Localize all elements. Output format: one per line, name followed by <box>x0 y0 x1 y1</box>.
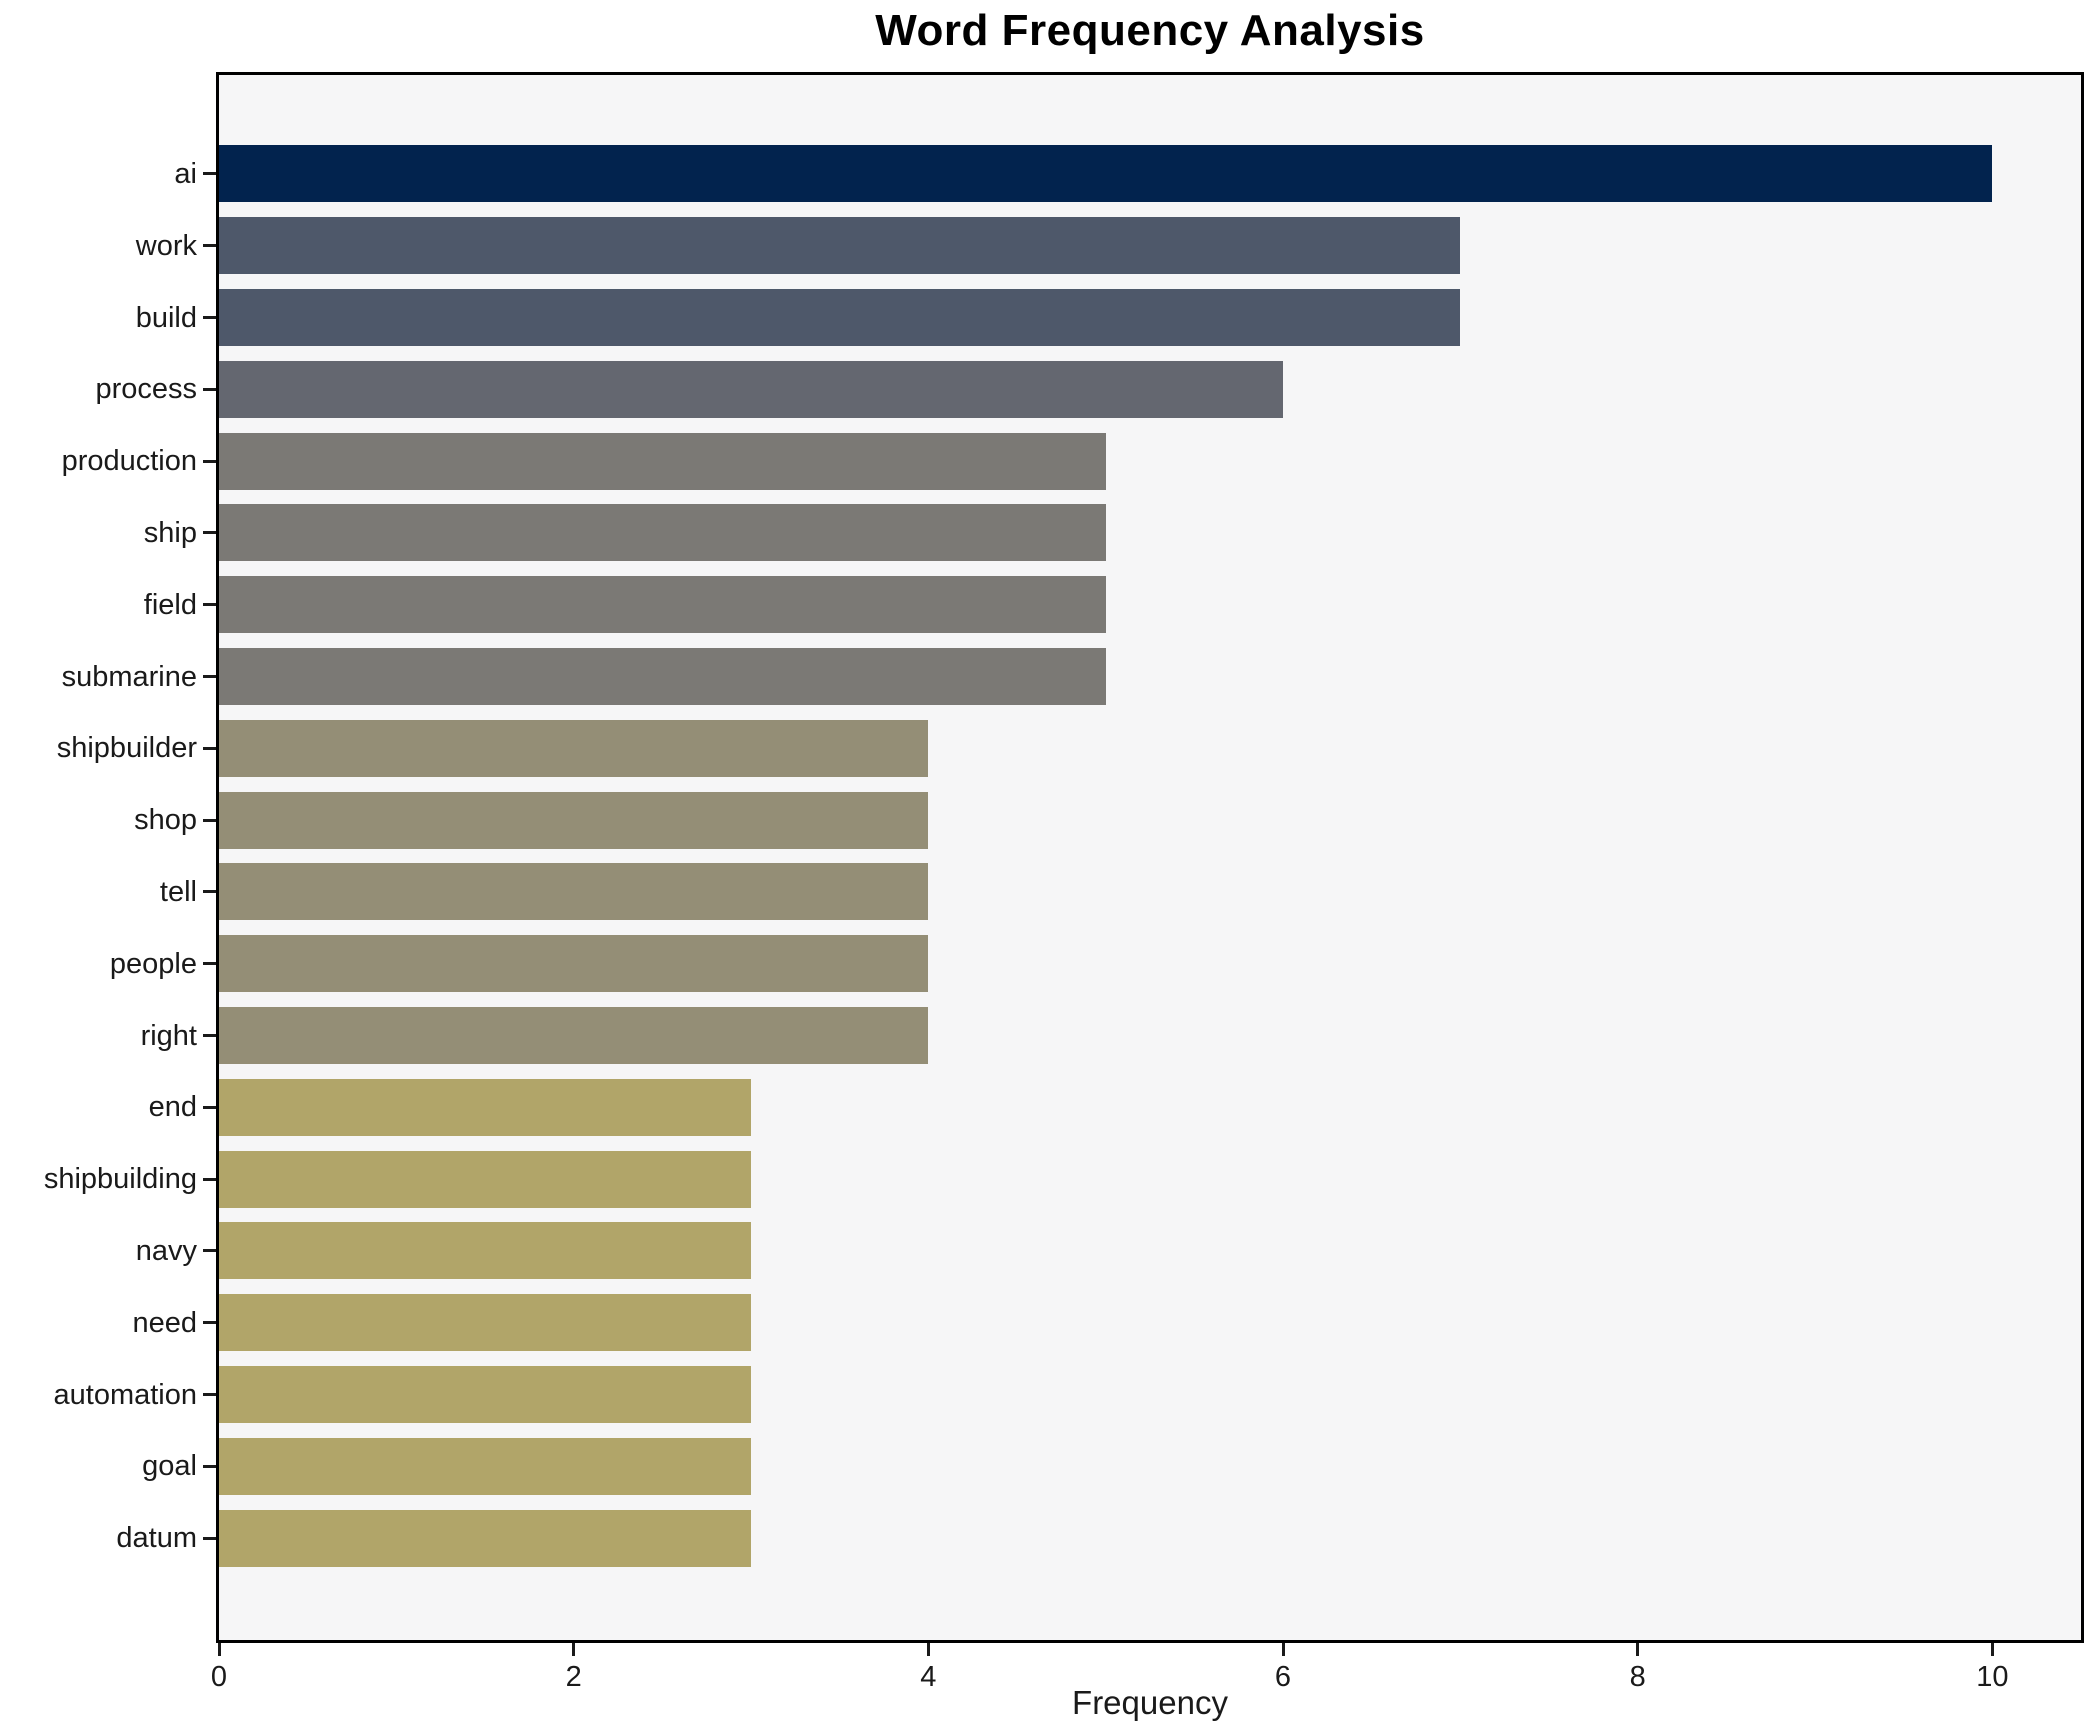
bar-process <box>219 360 1283 418</box>
y-tick-label: automation <box>53 1378 198 1411</box>
y-tick-mark <box>203 172 216 176</box>
y-tick-label: people <box>109 947 197 980</box>
y-tick-mark <box>203 890 216 894</box>
x-tick-mark <box>1990 1643 1994 1656</box>
bar-datum <box>219 1509 751 1567</box>
y-tick-mark <box>203 1464 216 1468</box>
y-tick-mark <box>203 962 216 966</box>
y-tick-mark <box>203 818 216 822</box>
bar-field <box>219 576 1106 634</box>
x-tick-label: 8 <box>1629 1661 1646 1693</box>
y-tick-label: shop <box>134 804 197 837</box>
bar-people <box>219 935 929 993</box>
bar-submarine <box>219 648 1106 705</box>
y-tick-label: production <box>61 445 197 478</box>
y-tick-label: build <box>135 301 197 334</box>
bar-end <box>219 1078 751 1136</box>
y-tick-mark <box>203 387 216 391</box>
y-tick-mark <box>203 244 216 248</box>
y-tick-label: shipbuilder <box>56 732 197 765</box>
y-tick-label: process <box>95 373 197 406</box>
y-tick-mark <box>203 603 216 607</box>
y-tick-label: navy <box>135 1234 197 1267</box>
x-tick-label: 6 <box>1274 1661 1292 1693</box>
y-tick-label: work <box>135 229 197 262</box>
bar-need <box>219 1294 751 1352</box>
y-tick-label: need <box>132 1306 197 1339</box>
x-tick-label: 2 <box>565 1661 582 1693</box>
y-tick-mark <box>203 1393 216 1396</box>
y-tick-mark <box>203 675 216 678</box>
bar-production <box>219 432 1106 490</box>
x-tick-mark <box>1636 1643 1640 1656</box>
y-tick-mark <box>203 1536 216 1540</box>
y-tick-label: ai <box>174 157 197 190</box>
x-tick-label: 4 <box>920 1661 937 1693</box>
bar-shipbuilder <box>219 719 929 777</box>
chart-title: Word Frequency Analysis <box>875 6 1425 55</box>
x-tick-label: 10 <box>1976 1661 2009 1693</box>
x-axis-title: Frequency <box>1072 1684 1228 1721</box>
y-tick-label: goal <box>142 1450 197 1483</box>
y-tick-mark <box>203 1249 216 1253</box>
y-tick-label: end <box>148 1091 197 1124</box>
y-tick-label: submarine <box>61 660 197 693</box>
bar-ship <box>219 504 1106 562</box>
y-tick-mark <box>203 316 216 319</box>
y-tick-label: ship <box>143 516 197 549</box>
y-tick-label: right <box>140 1019 197 1052</box>
x-tick-mark <box>1281 1643 1285 1656</box>
bar-build <box>219 289 1461 346</box>
y-tick-label: tell <box>159 875 197 908</box>
y-tick-label: field <box>143 588 197 621</box>
y-tick-mark <box>203 1034 216 1037</box>
x-tick-mark <box>926 1643 930 1656</box>
y-tick-mark <box>203 531 216 535</box>
y-tick-mark <box>203 1321 216 1325</box>
bar-tell <box>219 863 929 921</box>
x-tick-mark <box>217 1643 221 1656</box>
y-tick-label: datum <box>116 1522 197 1555</box>
bar-right <box>219 1007 929 1064</box>
bar-ai <box>219 145 1993 203</box>
x-tick-mark <box>572 1643 576 1656</box>
bar-shipbuilding <box>219 1150 751 1208</box>
y-tick-label: shipbuilding <box>43 1163 197 1196</box>
bar-shop <box>219 791 929 849</box>
y-tick-mark <box>203 746 216 750</box>
y-tick-mark <box>203 1177 216 1181</box>
bar-navy <box>219 1222 751 1280</box>
y-tick-mark <box>203 459 216 463</box>
bar-automation <box>219 1366 751 1423</box>
x-tick-label: 0 <box>210 1661 228 1693</box>
bar-goal <box>219 1437 751 1495</box>
bar-work <box>219 217 1461 275</box>
y-tick-mark <box>203 1105 216 1109</box>
